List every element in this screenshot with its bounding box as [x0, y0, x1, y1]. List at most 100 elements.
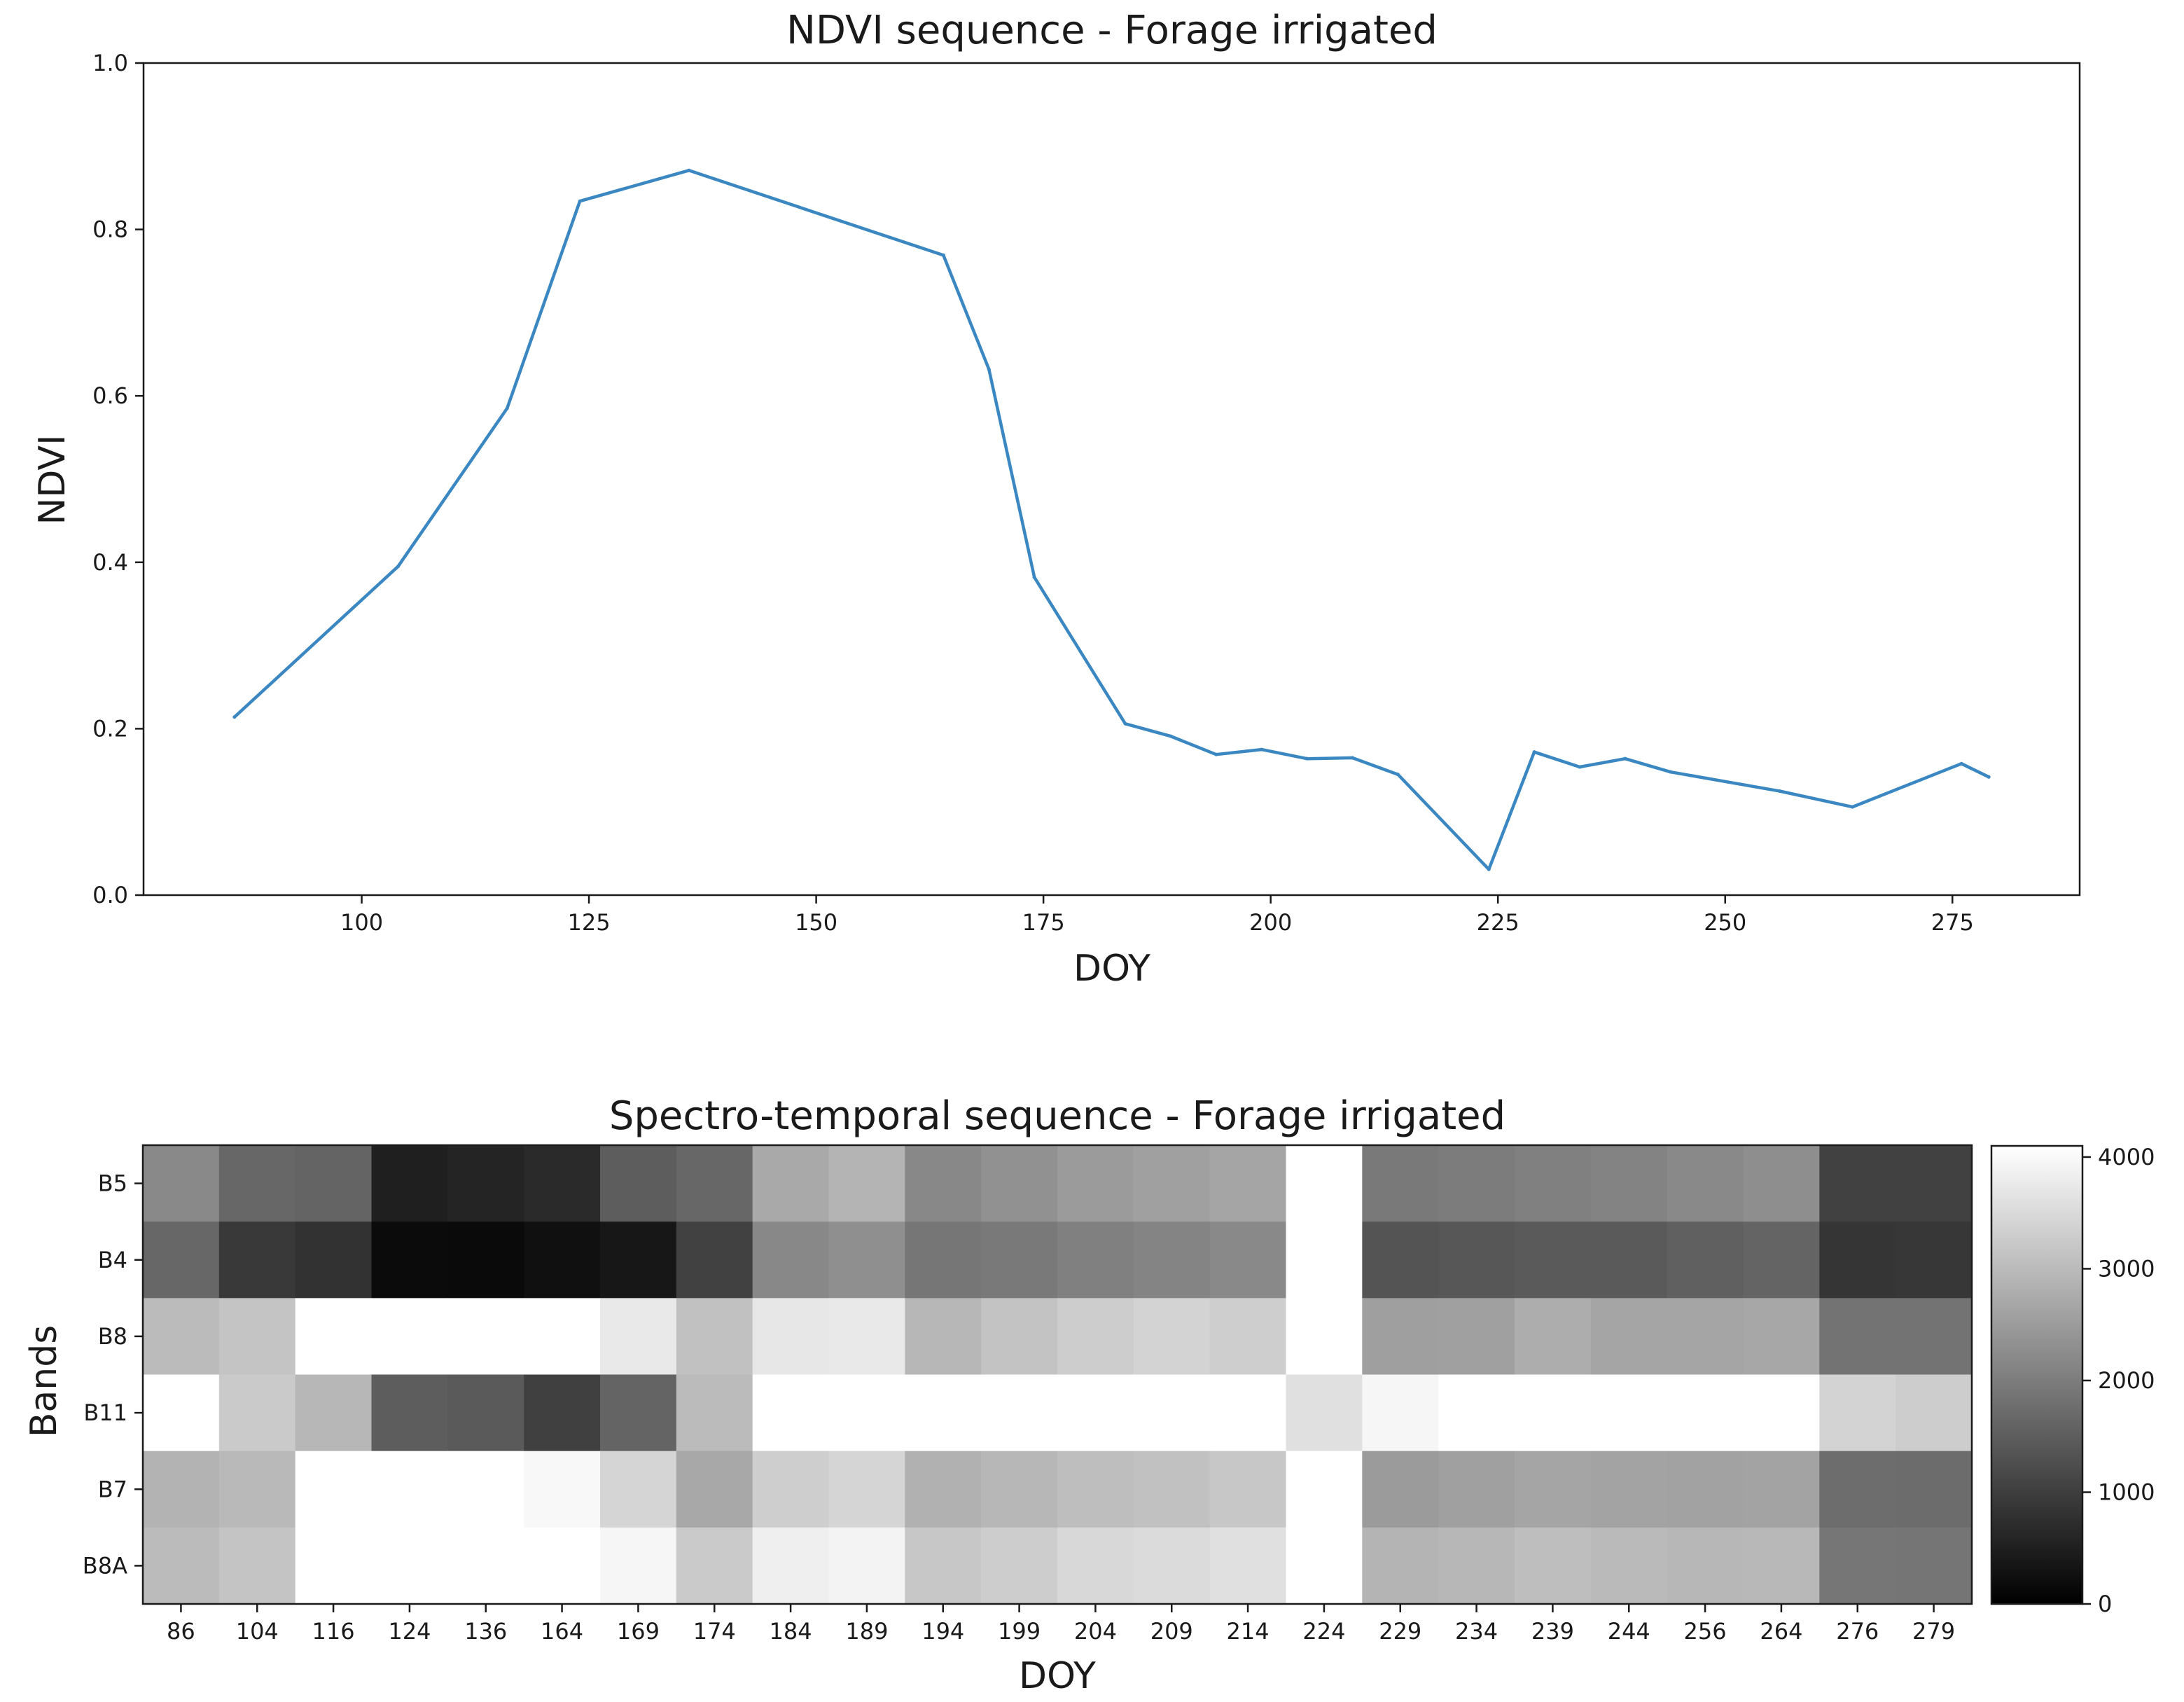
heatmap-cell: [1057, 1298, 1134, 1376]
heatmap-cell: [1209, 1298, 1287, 1376]
heatmap-cell: [1362, 1145, 1439, 1222]
heatmap-cell: [1286, 1451, 1363, 1528]
heatmap-cell: [1590, 1298, 1668, 1376]
heatmap-cell: [981, 1527, 1058, 1605]
heatmap-cell: [1209, 1222, 1287, 1299]
heatmap-x-tick-label: 234: [1455, 1618, 1498, 1645]
heatmap-cell: [676, 1374, 753, 1452]
heatmap-cell: [600, 1298, 677, 1376]
heatmap-x-tick-label: 214: [1227, 1618, 1270, 1645]
heatmap-cell: [676, 1451, 753, 1528]
heatmap-cell: [981, 1145, 1058, 1222]
heatmap-y-tick-label: B5: [98, 1170, 127, 1197]
heatmap-x-tick-label: 189: [845, 1618, 888, 1645]
ndvi-y-tick-label: 0.4: [92, 549, 128, 576]
heatmap-cell: [1819, 1451, 1896, 1528]
ndvi-y-tick-label: 0.2: [92, 715, 128, 742]
heatmap-cell: [1209, 1374, 1287, 1452]
heatmap-cell: [524, 1298, 601, 1376]
heatmap-cell: [1896, 1222, 1973, 1299]
heatmap-y-tick-label: B8A: [83, 1552, 127, 1579]
heatmap-cell: [218, 1298, 296, 1376]
ndvi-series-line: [233, 169, 1990, 871]
heatmap-cell: [1362, 1222, 1439, 1299]
heatmap-y-tick-label: B11: [83, 1399, 127, 1426]
ndvi-point: [1578, 765, 1582, 769]
heatmap-cell: [1133, 1374, 1211, 1452]
colorbar-tick-label: 4000: [2098, 1144, 2155, 1170]
heatmap-x-axis-title: DOY: [1019, 1655, 1096, 1697]
heatmap-cell: [143, 1374, 220, 1452]
heatmap-cell: [1667, 1222, 1744, 1299]
ndvi-x-axis-title: DOY: [1073, 948, 1150, 990]
heatmap-cell: [1819, 1298, 1896, 1376]
colorbar-tick-label: 1000: [2098, 1479, 2155, 1505]
heatmap-cell: [676, 1145, 753, 1222]
heatmap-cell: [1896, 1298, 1973, 1376]
heatmap-cell: [1057, 1222, 1134, 1299]
heatmap-cell: [1438, 1145, 1515, 1222]
heatmap-cell: [1057, 1451, 1134, 1528]
heatmap-cell: [295, 1298, 373, 1376]
heatmap-cell: [1896, 1527, 1973, 1605]
heatmap-cells: [143, 1145, 1973, 1605]
heatmap-x-tick-label: 209: [1150, 1618, 1193, 1645]
ndvi-point: [1669, 770, 1673, 774]
heatmap-cell: [1743, 1298, 1820, 1376]
heatmap-cell: [447, 1527, 524, 1605]
heatmap-cell: [1438, 1222, 1515, 1299]
heatmap-x-tick-label: 229: [1379, 1618, 1421, 1645]
ndvi-point: [1260, 747, 1264, 752]
heatmap-cell: [1438, 1527, 1515, 1605]
heatmap-x-tick-label: 239: [1531, 1618, 1574, 1645]
heatmap-y-tick-label: B7: [98, 1476, 127, 1502]
heatmap-cell: [828, 1451, 905, 1528]
colorbar-tick-label: 3000: [2098, 1255, 2155, 1282]
ndvi-x-tick-label: 150: [795, 909, 837, 936]
ndvi-point: [987, 367, 991, 371]
heatmap-title: Spectro-temporal sequence - Forage irrig…: [609, 1093, 1505, 1139]
heatmap-cell: [752, 1451, 830, 1528]
heatmap-cell: [1590, 1145, 1668, 1222]
heatmap-cell: [981, 1374, 1058, 1452]
heatmap-cell: [143, 1527, 220, 1605]
heatmap-cell: [752, 1298, 830, 1376]
colorbar-tick-label: 2000: [2098, 1367, 2155, 1394]
ndvi-x-tick-label: 275: [1931, 909, 1974, 936]
heatmap-cell: [905, 1451, 982, 1528]
heatmap-cell: [981, 1298, 1058, 1376]
ndvi-x-tick-label: 175: [1022, 909, 1065, 936]
heatmap-cell: [143, 1298, 220, 1376]
heatmap-cell: [218, 1145, 296, 1222]
heatmap-cell: [447, 1222, 524, 1299]
heatmap-cell: [828, 1374, 905, 1452]
heatmap-cell: [752, 1145, 830, 1222]
heatmap-x-tick-label: 169: [617, 1618, 660, 1645]
ndvi-x-tick-label: 200: [1249, 909, 1292, 936]
heatmap-cell: [1133, 1145, 1211, 1222]
heatmap-cell: [295, 1222, 373, 1299]
ndvi-y-axis: 0.0 0.2 0.4 0.6 0.8 1.0: [92, 50, 144, 908]
heatmap-x-tick-label: 86: [167, 1618, 195, 1645]
colorbar-axis: 0 1000 2000 3000 4000: [2082, 1144, 2155, 1617]
heatmap-cell: [752, 1374, 830, 1452]
ndvi-data-points: [232, 168, 1991, 871]
ndvi-y-tick-label: 1.0: [92, 50, 128, 76]
heatmap-cell: [600, 1145, 677, 1222]
heatmap-cell: [1286, 1222, 1363, 1299]
heatmap-cell: [1515, 1145, 1592, 1222]
ndvi-point: [1850, 805, 1854, 809]
heatmap-cell: [1590, 1527, 1668, 1605]
heatmap-cell: [1819, 1222, 1896, 1299]
ndvi-chart-title: NDVI sequence - Forage irrigated: [786, 8, 1438, 53]
heatmap-cell: [1209, 1527, 1287, 1605]
heatmap-cell: [1667, 1145, 1744, 1222]
heatmap-cell: [1743, 1145, 1820, 1222]
heatmap-cell: [1286, 1374, 1363, 1452]
heatmap-cell: [1743, 1374, 1820, 1452]
heatmap-cell: [905, 1222, 982, 1299]
heatmap-cell: [1515, 1451, 1592, 1528]
heatmap-x-tick-label: 124: [388, 1618, 431, 1645]
heatmap-cell: [1590, 1374, 1668, 1452]
